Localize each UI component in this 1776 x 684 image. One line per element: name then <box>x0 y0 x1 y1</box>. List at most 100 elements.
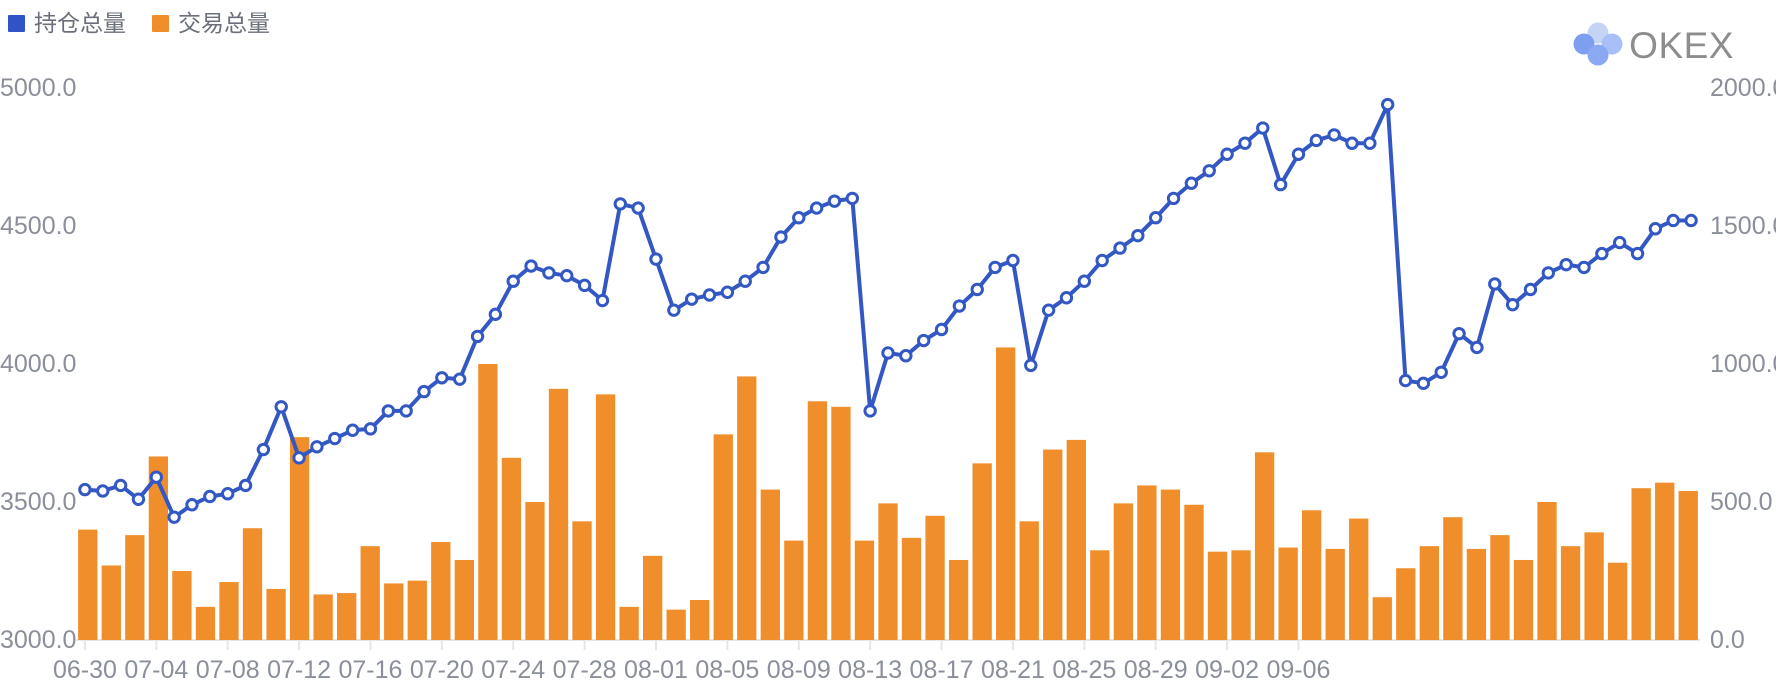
bar[interactable] <box>1019 521 1039 640</box>
bar[interactable] <box>360 546 380 640</box>
line-marker[interactable] <box>756 260 770 275</box>
bar[interactable] <box>1184 504 1204 640</box>
line-marker[interactable] <box>328 431 342 446</box>
line-marker[interactable] <box>863 404 877 418</box>
line-marker[interactable] <box>1309 133 1324 148</box>
bar[interactable] <box>125 535 145 640</box>
bar[interactable] <box>148 456 169 640</box>
bar[interactable] <box>1066 439 1086 640</box>
line-marker[interactable] <box>1202 164 1216 178</box>
bar[interactable] <box>948 559 969 640</box>
line-marker[interactable] <box>1541 266 1556 280</box>
bar[interactable] <box>219 582 239 640</box>
line-marker[interactable] <box>988 260 1002 275</box>
line-marker[interactable] <box>1470 340 1484 355</box>
line-marker[interactable] <box>238 478 253 493</box>
line-marker[interactable] <box>203 489 217 504</box>
bar[interactable] <box>1372 597 1392 640</box>
bar[interactable] <box>1655 482 1675 640</box>
bar[interactable] <box>289 437 310 640</box>
line-marker[interactable] <box>1577 260 1591 275</box>
line-marker[interactable] <box>1595 246 1609 261</box>
line-marker[interactable] <box>1220 147 1234 161</box>
line-marker[interactable] <box>185 498 199 512</box>
line-marker[interactable] <box>702 288 717 302</box>
line-marker[interactable] <box>649 252 663 266</box>
bar[interactable] <box>1513 559 1534 640</box>
line-marker[interactable] <box>1488 277 1502 291</box>
bar[interactable] <box>878 503 898 640</box>
line-marker[interactable] <box>667 303 681 317</box>
line-marker[interactable] <box>952 299 967 313</box>
line-marker[interactable] <box>934 322 949 337</box>
bar[interactable] <box>737 376 757 640</box>
line-marker[interactable] <box>310 440 324 454</box>
line-marker[interactable] <box>381 404 396 418</box>
bar[interactable] <box>1160 489 1181 640</box>
line-marker[interactable] <box>684 292 699 306</box>
line-marker[interactable] <box>1291 147 1306 161</box>
bar[interactable] <box>172 571 192 640</box>
line-series-open-interest[interactable] <box>82 102 1694 520</box>
bar[interactable] <box>713 434 733 640</box>
bar[interactable] <box>242 528 263 640</box>
bar[interactable] <box>1396 568 1416 640</box>
line-marker[interactable] <box>1166 191 1181 206</box>
line-marker[interactable] <box>1452 326 1466 341</box>
bar[interactable] <box>1443 517 1463 640</box>
bar[interactable] <box>337 593 357 640</box>
bar[interactable] <box>1419 546 1439 640</box>
bar[interactable] <box>760 489 780 640</box>
line-marker[interactable] <box>1095 253 1109 268</box>
line-marker[interactable] <box>399 404 413 418</box>
bar[interactable] <box>572 521 592 640</box>
line-marker[interactable] <box>1630 246 1645 261</box>
line-marker[interactable] <box>1666 213 1680 228</box>
line-marker[interactable] <box>1363 136 1377 150</box>
line-marker[interactable] <box>845 191 860 206</box>
bar[interactable] <box>1631 488 1651 640</box>
bar[interactable] <box>384 583 404 640</box>
line-marker[interactable] <box>899 349 913 363</box>
line-marker[interactable] <box>577 278 592 293</box>
line-marker[interactable] <box>1273 177 1288 192</box>
legend-item-trade-volume[interactable]: 交易总量 <box>152 11 270 35</box>
bar[interactable] <box>454 559 474 640</box>
bar[interactable] <box>1207 551 1228 640</box>
line-marker[interactable] <box>1113 241 1127 255</box>
line-marker[interactable] <box>488 307 503 322</box>
bar[interactable] <box>784 540 804 640</box>
bar[interactable] <box>642 555 663 640</box>
line-marker[interactable] <box>1505 297 1520 312</box>
line-marker[interactable] <box>1148 211 1163 225</box>
line-marker[interactable] <box>470 329 485 344</box>
legend-item-open-interest[interactable]: 持仓总量 <box>8 11 126 35</box>
line-marker[interactable] <box>452 372 467 386</box>
bar[interactable] <box>1113 503 1134 640</box>
line-marker[interactable] <box>792 211 806 225</box>
line-marker[interactable] <box>1077 274 1092 288</box>
bar-series-trade-volume[interactable] <box>78 347 1698 640</box>
line-marker[interactable] <box>738 274 752 288</box>
line-marker[interactable] <box>113 478 128 493</box>
bar[interactable] <box>807 401 828 640</box>
bar[interactable] <box>1466 548 1487 640</box>
bar[interactable] <box>101 565 121 640</box>
line-marker[interactable] <box>417 384 431 399</box>
bar[interactable] <box>266 588 286 640</box>
bar[interactable] <box>1537 502 1557 640</box>
bar[interactable] <box>831 406 851 640</box>
line-marker[interactable] <box>1327 128 1341 142</box>
line-marker[interactable] <box>827 194 842 208</box>
line-markers-open-interest[interactable] <box>78 97 1698 524</box>
line-marker[interactable] <box>1434 365 1448 379</box>
line-marker[interactable] <box>292 451 306 465</box>
line-marker[interactable] <box>542 266 556 280</box>
line-marker[interactable] <box>506 274 520 288</box>
bar[interactable] <box>431 542 451 640</box>
bar[interactable] <box>854 540 875 640</box>
line-marker[interactable] <box>1184 176 1199 190</box>
line-marker[interactable] <box>774 230 788 244</box>
line-marker[interactable] <box>1059 291 1074 305</box>
bar[interactable] <box>1254 452 1275 640</box>
